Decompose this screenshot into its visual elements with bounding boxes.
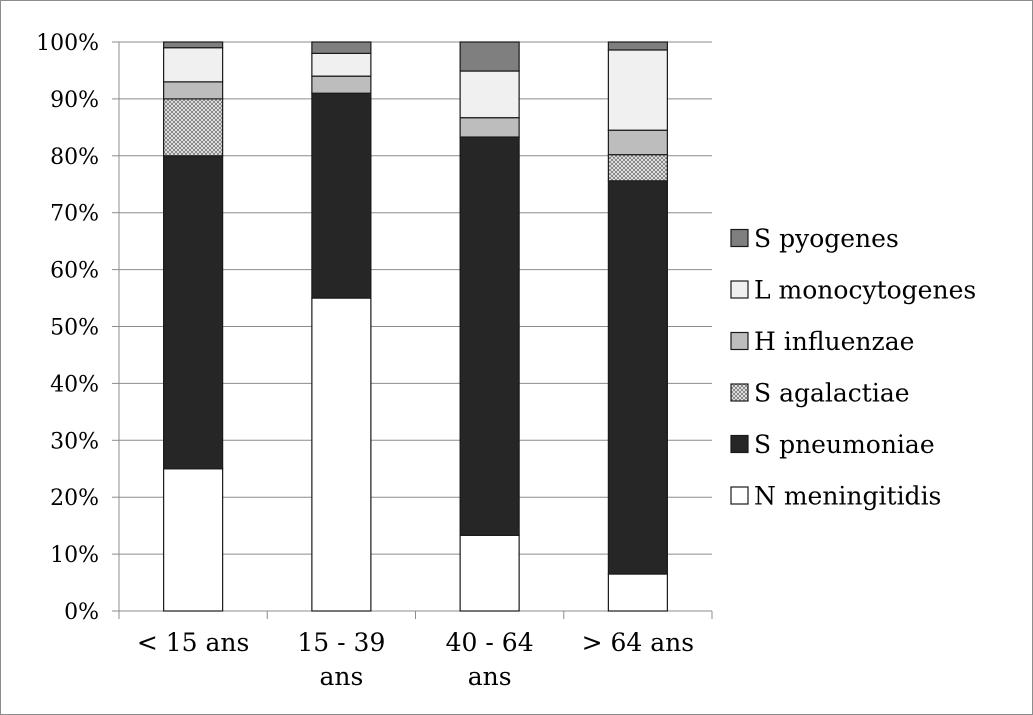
legend: S pyogenes L monocytogenes H influenzae S a… bbox=[730, 224, 976, 511]
y-tick-labels: 0% 10% 20% 30% 40% 50% 60% 70% 80% 90% 100% bbox=[36, 31, 99, 625]
x-tick-label: 40 - 64 ans bbox=[446, 628, 534, 691]
bar-segment-s-pneumoniae bbox=[163, 155, 224, 470]
legend-label: S pneumoniae bbox=[754, 430, 935, 459]
x-tick-labels: < 15 ans 15 - 39 ans 40 - 64 ans > 64 ans bbox=[137, 628, 694, 691]
bar-segment-s-agalactiae bbox=[163, 98, 224, 157]
y-tick-label: 70% bbox=[50, 202, 99, 227]
bar-segment-s-pneumoniae bbox=[311, 92, 372, 299]
legend-item-l-monocytogenes: L monocytogenes bbox=[730, 276, 976, 305]
y-tick-label: 50% bbox=[50, 316, 99, 341]
bar-segment-n-meningitidis bbox=[311, 297, 372, 612]
y-tick-label: 90% bbox=[50, 88, 99, 113]
bar-segment-h-influenzae bbox=[163, 81, 224, 100]
bar-segment-l-monocytogenes bbox=[607, 49, 668, 131]
bar-segment-h-influenzae bbox=[607, 129, 668, 156]
y-tick-label: 0% bbox=[64, 600, 99, 625]
legend-item-s-pneumoniae: S pneumoniae bbox=[730, 430, 935, 459]
bar-segment-l-monocytogenes bbox=[163, 47, 224, 83]
x-tick-label: 15 - 39 ans bbox=[297, 628, 385, 691]
bar-segment-s-pneumoniae bbox=[459, 136, 520, 536]
bar-segment-n-meningitidis bbox=[607, 573, 668, 612]
legend-swatch bbox=[730, 383, 749, 402]
bars bbox=[163, 41, 668, 612]
bar-segment-l-monocytogenes bbox=[311, 52, 372, 77]
legend-swatch bbox=[730, 280, 749, 299]
y-tick-label: 30% bbox=[50, 429, 99, 454]
y-tick-label: 10% bbox=[50, 543, 99, 568]
x-tick-label: > 64 ans bbox=[582, 628, 695, 657]
bar-segment-s-pneumoniae bbox=[607, 180, 668, 575]
legend-label: S pyogenes bbox=[754, 224, 899, 253]
bar-segment-s-pyogenes bbox=[607, 41, 668, 51]
bar-segment-h-influenzae bbox=[459, 117, 520, 138]
bar-segment-s-agalactiae bbox=[607, 154, 668, 182]
y-tick-label: 80% bbox=[50, 145, 99, 170]
y-tick-label: 20% bbox=[50, 486, 99, 511]
legend-swatch bbox=[730, 228, 749, 248]
y-tick-label: 40% bbox=[50, 372, 99, 397]
legend-item-n-meningitidis: N meningitidis bbox=[730, 482, 941, 511]
x-tick-label: < 15 ans bbox=[137, 628, 250, 657]
legend-item-s-agalactiae: S agalactiae bbox=[730, 379, 910, 408]
bar-segment-l-monocytogenes bbox=[459, 70, 520, 119]
legend-item-h-influenzae: H influenzae bbox=[730, 327, 914, 356]
legend-item-s-pyogenes: S pyogenes bbox=[730, 224, 899, 253]
bar-segment-h-influenzae bbox=[311, 75, 372, 94]
legend-swatch bbox=[730, 434, 749, 454]
legend-swatch bbox=[730, 331, 749, 351]
bar-segment-s-pyogenes bbox=[163, 41, 224, 49]
legend-label: S agalactiae bbox=[754, 379, 910, 408]
legend-swatch bbox=[730, 486, 749, 505]
bar-segment-n-meningitidis bbox=[163, 468, 224, 612]
legend-label: H influenzae bbox=[754, 327, 914, 356]
y-tick-label: 100% bbox=[36, 31, 99, 56]
y-tick-label: 60% bbox=[50, 259, 99, 284]
bar-segment-n-meningitidis bbox=[459, 534, 520, 612]
bar-segment-s-pyogenes bbox=[311, 41, 372, 54]
bar-segment-s-pyogenes bbox=[459, 41, 520, 72]
legend-label: N meningitidis bbox=[754, 482, 941, 511]
legend-label: L monocytogenes bbox=[754, 276, 976, 305]
